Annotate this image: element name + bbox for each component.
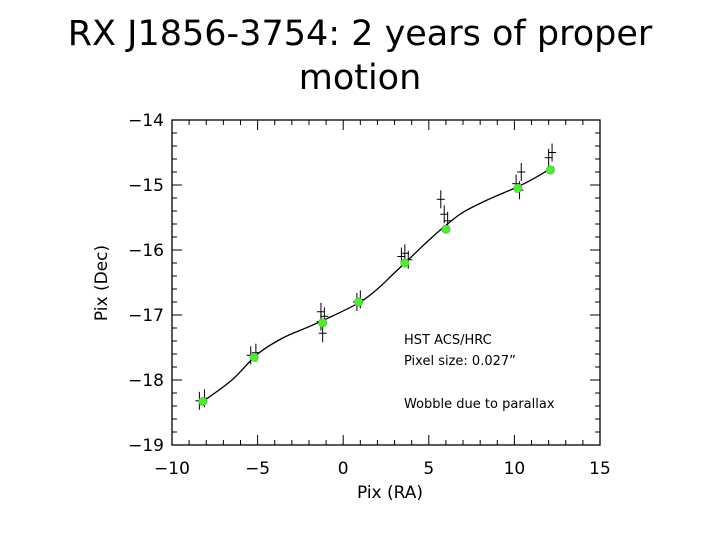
- plot-frame: [171, 119, 601, 446]
- annotation-pixel-size: Pixel size: 0.027”: [404, 354, 516, 369]
- slide-title: RX J1856-3754: 2 years of proper motion: [40, 12, 680, 100]
- cross-marker: [544, 148, 553, 167]
- y-tick-label: −19: [128, 436, 164, 456]
- y-tick-label: −16: [128, 241, 164, 261]
- plot-border: [171, 119, 601, 446]
- green-data-point: [354, 297, 364, 307]
- green-data-point: [513, 183, 523, 193]
- fit-curve: [200, 166, 555, 404]
- cross-marker: [548, 143, 557, 162]
- y-tick-label: −15: [128, 176, 164, 196]
- green-data-point: [400, 258, 410, 268]
- green-data-point: [441, 224, 451, 234]
- x-tick-label: 15: [589, 459, 611, 479]
- x-tick-label: 5: [423, 459, 434, 479]
- annotation-instrument: HST ACS/HRC: [404, 333, 492, 348]
- x-axis-label: Pix (RA): [357, 483, 423, 503]
- green-data-point: [545, 165, 555, 175]
- slide-title-line-1: RX J1856-3754: 2 years of proper: [67, 14, 653, 54]
- green-markers: [198, 165, 555, 406]
- cross-marker: [517, 163, 526, 181]
- green-data-point: [318, 318, 328, 328]
- y-tick-label: −18: [128, 371, 164, 391]
- x-tick-label: −5: [245, 459, 270, 479]
- green-data-point: [198, 396, 208, 406]
- fit-curve-layer: [200, 166, 555, 404]
- slide-title-line-2: motion: [298, 58, 422, 98]
- y-axis-label: Pix (Dec): [92, 245, 112, 321]
- x-tick-label: 0: [338, 459, 349, 479]
- y-tick-label: −14: [128, 111, 164, 131]
- green-data-point: [249, 352, 259, 362]
- cross-markers: [195, 143, 557, 410]
- x-tick-label: 10: [504, 459, 526, 479]
- y-tick-label: −17: [128, 306, 164, 326]
- axis-ticks: [171, 119, 601, 446]
- annotation-wobble: Wobble due to parallax: [404, 397, 555, 412]
- tick-labels: −10 −5 0 5 10 15 −19 −18 −17 −16 −15 −14: [128, 111, 611, 479]
- cross-marker: [436, 190, 445, 209]
- x-tick-label: −10: [154, 459, 190, 479]
